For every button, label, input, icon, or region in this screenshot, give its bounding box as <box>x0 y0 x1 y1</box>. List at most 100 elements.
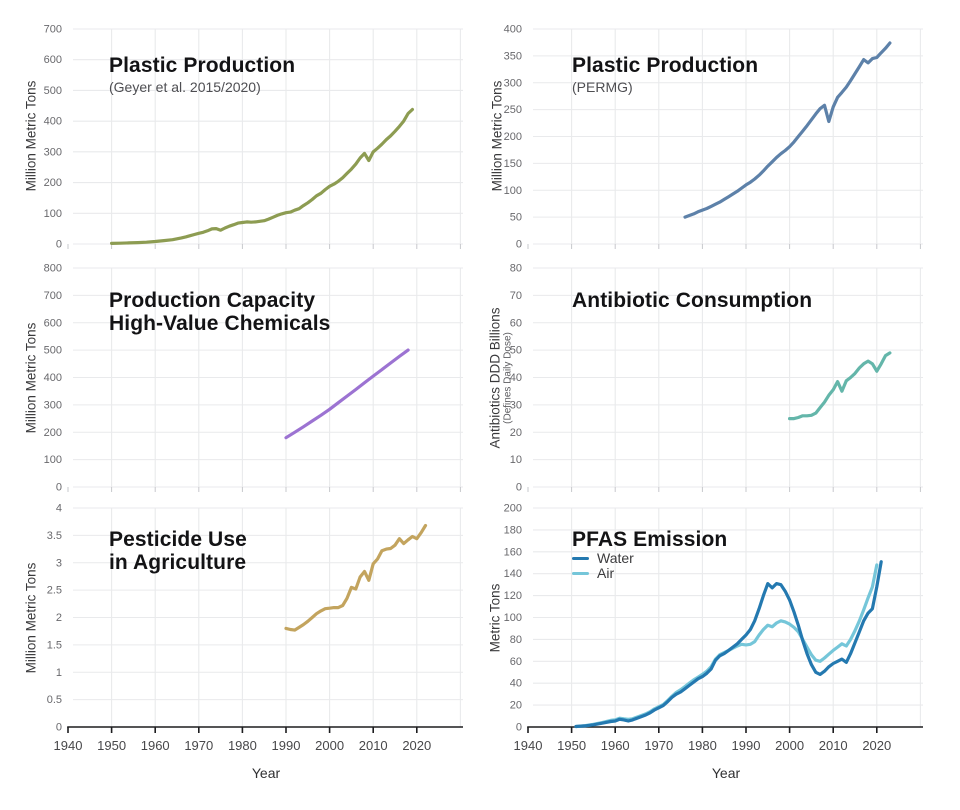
x-axis: 1940 1950 1960 1970 1980 1990 2000 2010 2020 <box>54 726 463 753</box>
y-axis-label-main: Antibiotics DDD Billions <box>487 307 503 449</box>
svg-text:300: 300 <box>44 146 62 158</box>
svg-text:50: 50 <box>510 345 522 357</box>
svg-text:500: 500 <box>44 345 62 357</box>
svg-text:40: 40 <box>510 678 522 690</box>
y-axis-label: Million Metric Tons <box>489 80 505 192</box>
ticks-and-labels: 0 50 100 150 200 250 300 350 400 <box>504 24 921 251</box>
production-capacity-hvc-chart: 0 100 200 300 400 500 600 700 800 <box>44 263 463 494</box>
series-line-production-capacity-high-value-chemicals <box>284 348 410 440</box>
ticks-and-labels: 0 100 200 300 400 500 600 700 800 <box>44 263 461 494</box>
grid <box>73 28 463 245</box>
svg-text:0: 0 <box>56 482 62 494</box>
y-axis-label: Antibiotics DDD Billions (Defines Daily … <box>487 307 514 449</box>
svg-text:30: 30 <box>510 399 522 411</box>
svg-text:100: 100 <box>504 185 522 197</box>
water-line-swatch <box>572 556 589 561</box>
svg-text:180: 180 <box>504 524 522 536</box>
series-line-plastic-production-permg- <box>683 41 892 219</box>
pesticide-use-chart: 0 0.5 1 1.5 2 2.5 3 3.5 4 1940 1950 1960 1970 1980 199… <box>47 503 463 753</box>
svg-text:200: 200 <box>44 177 62 189</box>
series-line-antibiotic-consumption <box>788 351 892 421</box>
ticks-and-labels: 0 20 40 60 80 100 120 140 160 180 200 <box>504 503 522 734</box>
svg-text:800: 800 <box>44 263 62 275</box>
svg-text:600: 600 <box>44 54 62 66</box>
svg-text:250: 250 <box>504 104 522 116</box>
y-axis-label: Million Metric Tons <box>23 562 39 674</box>
panel-pesticide-use: 0 0.5 1 1.5 2 2.5 3 3.5 4 1940 1950 1960 1970 1980 199… <box>0 500 480 810</box>
y-axis-label: Million Metric Tons <box>23 322 39 434</box>
svg-text:0: 0 <box>516 239 522 251</box>
svg-text:500: 500 <box>44 85 62 97</box>
antibiotic-consumption-chart: 0 10 20 30 40 50 60 70 80 <box>510 263 923 494</box>
svg-text:400: 400 <box>44 372 62 384</box>
x-axis: 1940 1950 1960 1970 1980 1990 2000 2010 2020 <box>514 726 923 753</box>
svg-text:1990: 1990 <box>732 738 761 753</box>
svg-text:2020: 2020 <box>862 738 891 753</box>
plastic-production-permg-chart: 0 50 100 150 200 250 300 350 400 <box>504 24 923 251</box>
y-axis-label: Million Metric Tons <box>23 80 39 192</box>
svg-text:1970: 1970 <box>644 738 673 753</box>
plastic-production-geyer-chart: 0 100 200 300 400 500 600 700 <box>44 24 463 251</box>
series-line-plastic-production-geyer- <box>109 107 414 245</box>
ticks-and-labels: 0 0.5 1 1.5 2 2.5 3 3.5 4 <box>47 503 62 734</box>
svg-text:1: 1 <box>56 667 62 679</box>
svg-text:1960: 1960 <box>141 738 170 753</box>
svg-text:400: 400 <box>504 24 522 36</box>
legend-item-air: Air <box>572 566 634 581</box>
svg-text:0: 0 <box>516 722 522 734</box>
air-line-swatch <box>572 571 589 576</box>
svg-text:80: 80 <box>510 634 522 646</box>
svg-text:1940: 1940 <box>514 738 543 753</box>
legend-label-water: Water <box>597 550 634 566</box>
legend: Water Air <box>572 551 634 581</box>
y-axis-label: Metric Tons <box>487 583 503 653</box>
grid <box>533 267 923 488</box>
svg-text:100: 100 <box>504 612 522 624</box>
svg-text:200: 200 <box>44 427 62 439</box>
svg-text:1980: 1980 <box>688 738 717 753</box>
svg-text:4: 4 <box>56 503 62 515</box>
svg-text:40: 40 <box>510 372 522 384</box>
series-line-air <box>574 563 879 729</box>
grid <box>533 507 923 728</box>
svg-text:2: 2 <box>56 612 62 624</box>
svg-text:140: 140 <box>504 568 522 580</box>
svg-text:1970: 1970 <box>184 738 213 753</box>
grid <box>73 507 463 728</box>
panel-plastic-production-geyer: 0 100 200 300 400 500 600 700 Million Metric To… <box>0 0 480 256</box>
svg-text:300: 300 <box>504 77 522 89</box>
ticks-and-labels: 0 10 20 30 40 50 60 70 80 <box>510 263 921 494</box>
svg-text:200: 200 <box>504 503 522 515</box>
svg-text:2000: 2000 <box>315 738 344 753</box>
panel-production-capacity-hvc: 0 100 200 300 400 500 600 700 800 Million Metric… <box>0 256 480 500</box>
panel-pfas-emission: 0 20 40 60 80 100 120 140 160 180 200 1940 1950 1960 1… <box>480 500 960 810</box>
svg-text:0: 0 <box>516 482 522 494</box>
legend-label-air: Air <box>597 565 615 581</box>
y-axis-label-sub: (Defines Daily Dose) <box>502 332 514 424</box>
svg-text:1950: 1950 <box>557 738 586 753</box>
svg-text:0: 0 <box>56 239 62 251</box>
svg-text:200: 200 <box>504 131 522 143</box>
svg-text:10: 10 <box>510 454 522 466</box>
svg-text:2.5: 2.5 <box>47 585 62 597</box>
svg-text:50: 50 <box>510 212 522 224</box>
svg-text:100: 100 <box>44 208 62 220</box>
svg-text:1980: 1980 <box>228 738 257 753</box>
svg-text:2000: 2000 <box>775 738 804 753</box>
svg-text:60: 60 <box>510 656 522 668</box>
svg-text:20: 20 <box>510 427 522 439</box>
svg-text:1960: 1960 <box>601 738 630 753</box>
grid <box>533 28 923 245</box>
svg-text:80: 80 <box>510 263 522 275</box>
panel-plastic-production-permg: 0 50 100 150 200 250 300 350 400 Million Metric … <box>480 0 960 256</box>
x-axis-title: Year <box>711 765 741 781</box>
svg-text:2010: 2010 <box>359 738 388 753</box>
svg-text:1950: 1950 <box>97 738 126 753</box>
svg-text:2010: 2010 <box>819 738 848 753</box>
svg-text:120: 120 <box>504 590 522 602</box>
svg-text:1990: 1990 <box>272 738 301 753</box>
svg-text:150: 150 <box>504 158 522 170</box>
x-axis-title: Year <box>251 765 281 781</box>
svg-text:700: 700 <box>44 290 62 302</box>
